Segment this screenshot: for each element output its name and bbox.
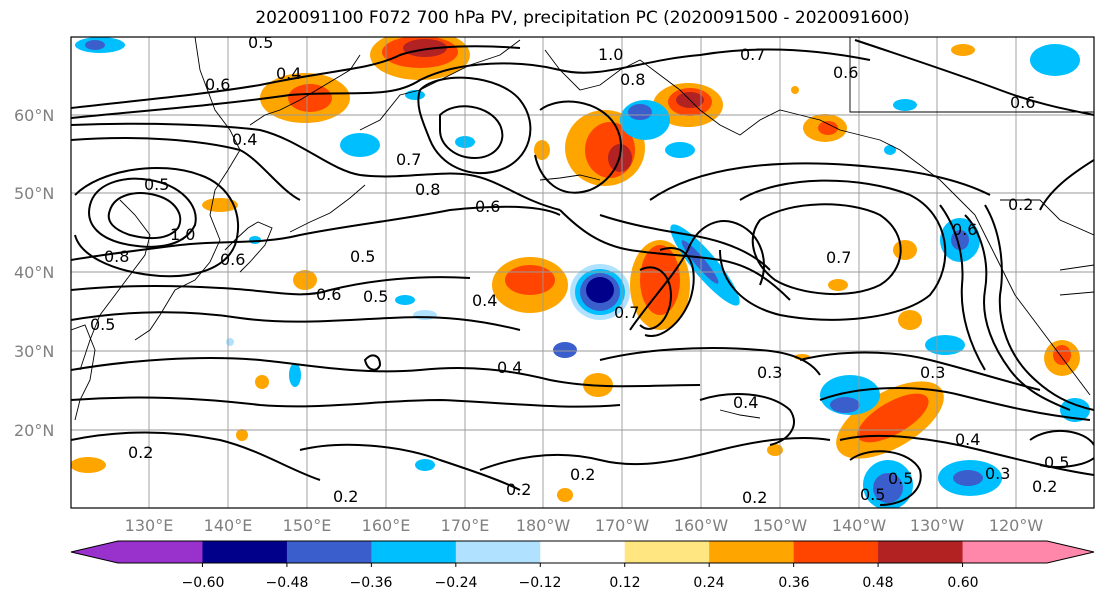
lon-label-160e: 160°E xyxy=(362,516,411,535)
lon-label-150e: 150°E xyxy=(283,516,332,535)
colorbar-segment xyxy=(371,541,457,563)
colorbar-tick-label: 0.36 xyxy=(778,575,809,591)
contour-label: 0.2 xyxy=(742,488,767,507)
pv-contours xyxy=(71,39,1094,506)
colorbar-tick-label: −0.12 xyxy=(519,575,562,591)
colorbar-tick-label: 0.60 xyxy=(947,575,978,591)
colorbar-segment xyxy=(202,541,288,563)
colorbar-tick-label: 0.48 xyxy=(862,575,893,591)
contour-label: 0.6 xyxy=(220,250,245,269)
contour-label: 0.5 xyxy=(248,33,273,52)
contour-label: 0.2 xyxy=(570,465,595,484)
contour-label: 0.6 xyxy=(316,285,341,304)
contour-label: 0.7 xyxy=(826,248,851,267)
contour-label: 0.7 xyxy=(740,45,765,64)
lat-label-50n: 50°N xyxy=(14,184,54,203)
lat-label-20n: 20°N xyxy=(14,421,54,440)
contour-label: 0.8 xyxy=(415,180,440,199)
lon-label-130e: 130°E xyxy=(125,516,174,535)
colorbar-segment xyxy=(878,541,964,563)
lon-label-120w: 120°W xyxy=(989,516,1044,535)
colorbar-segment xyxy=(962,541,1048,563)
colorbar-segment xyxy=(540,541,626,563)
contour-label: 0.2 xyxy=(506,480,531,499)
contour-label: 0.4 xyxy=(497,358,522,377)
lon-label-140w: 140°W xyxy=(832,516,887,535)
colorbar-segment xyxy=(455,541,541,563)
lon-label-170e: 170°E xyxy=(441,516,490,535)
contour-label: 0.5 xyxy=(90,315,115,334)
colorbar-tick-label: −0.48 xyxy=(266,575,309,591)
contour-label: 0.2 xyxy=(128,443,153,462)
contour-label: 0.2 xyxy=(1032,477,1057,496)
colorbar-tick-label: −0.24 xyxy=(435,575,478,591)
colorbar-tick-label: −0.60 xyxy=(182,575,225,591)
contour-label: 1.0 xyxy=(170,225,195,244)
colorbar-segment xyxy=(793,541,879,563)
map-title: 2020091100 F072 700 hPa PV, precipitatio… xyxy=(255,8,910,28)
contour-label: 0.4 xyxy=(955,430,980,449)
contour-label: 0.2 xyxy=(333,487,358,506)
colorbar-segment xyxy=(286,541,372,563)
contour-label: 0.4 xyxy=(276,64,301,83)
colorbar-tick-label: −0.36 xyxy=(350,575,393,591)
colorbar-segment xyxy=(624,541,710,563)
colorbar-segment xyxy=(118,541,203,563)
lat-label-60n: 60°N xyxy=(14,106,54,125)
contour-label: 0.6 xyxy=(205,75,230,94)
contour-label: 0.7 xyxy=(614,303,639,322)
lon-label-150w: 150°W xyxy=(753,516,808,535)
colorbar: −0.60 −0.48 −0.36 −0.24 −0.12 0.12 0.24 … xyxy=(70,540,1095,591)
contour-label: 0.5 xyxy=(860,485,885,504)
contour-label: 1.0 xyxy=(598,45,623,64)
colorbar-tick-label: 0.24 xyxy=(693,575,724,591)
colorbar-segment xyxy=(709,541,795,563)
contour-label: 0.4 xyxy=(232,130,257,149)
longitude-labels: 130°E 140°E 150°E 160°E 170°E 180°W 170°… xyxy=(125,516,1044,535)
contour-label: 0.5 xyxy=(144,175,169,194)
contour-label: 0.3 xyxy=(757,363,782,382)
lon-label-140e: 140°E xyxy=(204,516,253,535)
contour-label: 0.7 xyxy=(396,150,421,169)
contour-label: 0.3 xyxy=(985,464,1010,483)
lat-label-40n: 40°N xyxy=(14,263,54,282)
map-frame xyxy=(70,36,1095,509)
contour-label: 0.8 xyxy=(620,70,645,89)
contour-label: 0.5 xyxy=(363,287,388,306)
contour-label: 0.3 xyxy=(920,363,945,382)
contour-label: 0.2 xyxy=(1008,195,1033,214)
contour-label: 0.6 xyxy=(833,63,858,82)
graticule xyxy=(71,37,1094,508)
colorbar-outline xyxy=(70,540,1095,564)
lat-label-30n: 30°N xyxy=(14,342,54,361)
contour-label: 0.6 xyxy=(952,220,977,239)
contour-label: 0.4 xyxy=(472,291,497,310)
precipitation-shading xyxy=(71,37,1090,508)
lon-label-160w: 160°W xyxy=(674,516,729,535)
contour-label: 0.5 xyxy=(1044,453,1069,472)
colorbar-extend-max xyxy=(1047,541,1094,563)
contour-label: 0.6 xyxy=(475,197,500,216)
lon-label-130w: 130°W xyxy=(910,516,965,535)
colorbar-tick-label: 0.12 xyxy=(609,575,640,591)
contour-labels: 0.4 0.6 0.4 0.5 1.0 0.8 0.7 0.8 0.6 0.6 … xyxy=(90,33,1069,507)
contour-label: 0.8 xyxy=(104,247,129,266)
contour-label: 0.4 xyxy=(733,393,758,412)
colorbar-extend-min xyxy=(71,541,118,563)
lon-label-170w: 170°W xyxy=(595,516,650,535)
latitude-labels: 60°N 50°N 40°N 30°N 20°N xyxy=(14,106,54,440)
contour-label: 0.6 xyxy=(1010,93,1035,112)
contour-label: 0.5 xyxy=(888,469,913,488)
contour-label: 0.5 xyxy=(350,247,375,266)
lon-label-180w: 180°W xyxy=(516,516,571,535)
